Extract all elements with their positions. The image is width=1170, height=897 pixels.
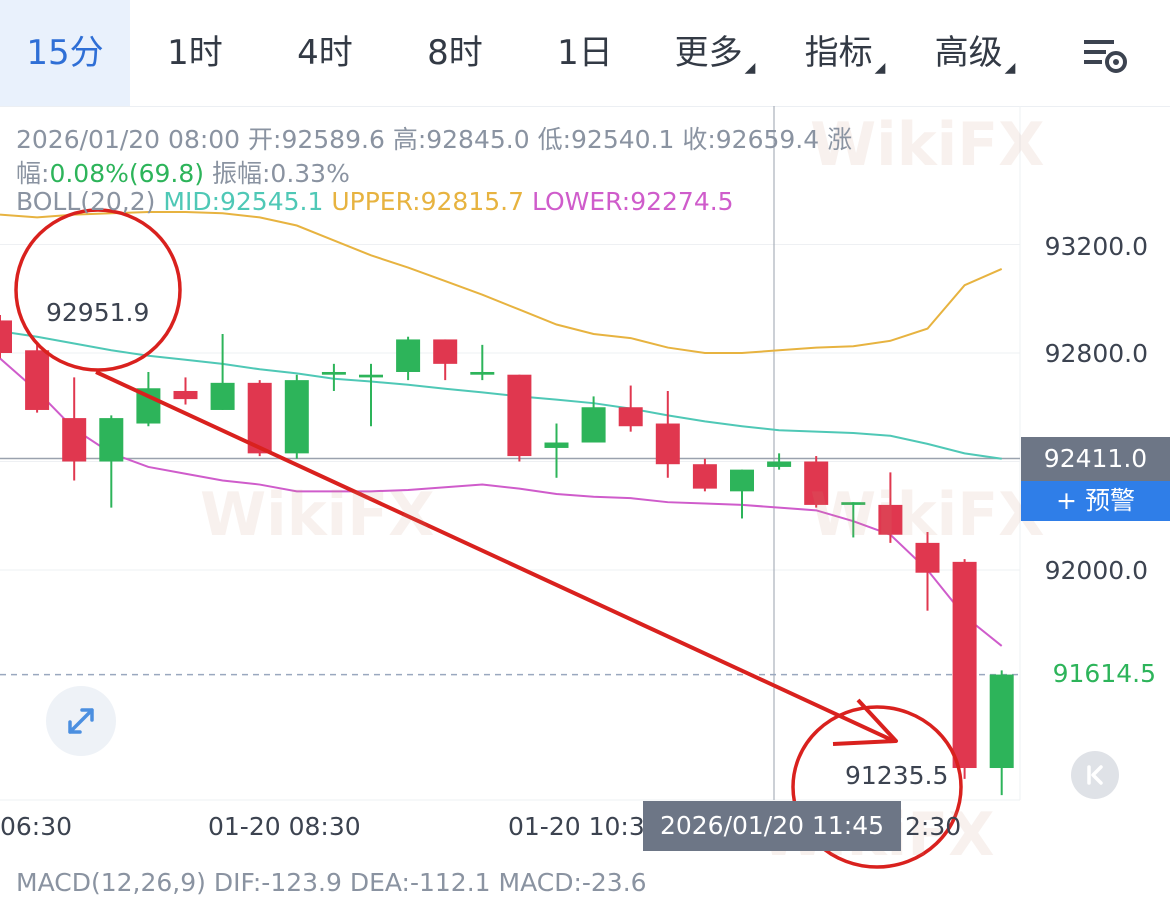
watermark: WikiFX (200, 480, 435, 550)
tab-label: 指标 (804, 33, 873, 73)
timeframe-tab-bar: 15分 1时 4时 8时 1日 更多 ◢ 指标 ◢ 高级 ◢ (0, 0, 1170, 107)
candle-up (841, 502, 866, 505)
high-marker-circle (14, 208, 182, 372)
chart-settings-icon[interactable] (1082, 36, 1128, 76)
dropdown-triangle-icon: ◢ (874, 60, 886, 76)
x-tick: 01-20 08:30 (208, 812, 361, 841)
candle-down (173, 390, 198, 400)
boll-upper-line (0, 210, 1003, 354)
tab-label: 15分 (26, 33, 104, 73)
candle-up (210, 382, 235, 410)
add-alert-button[interactable]: + 预警 (1021, 481, 1170, 521)
candle-up (99, 418, 124, 462)
watermark: WikiFX (810, 110, 1045, 180)
tab-label: 8时 (427, 33, 483, 73)
dropdown-triangle-icon: ◢ (744, 60, 756, 76)
candle-down (618, 407, 643, 427)
low-value: 低:92540.1 (537, 125, 675, 154)
candle-down (804, 461, 829, 505)
amplitude-value: 振幅:0.33% (211, 159, 350, 188)
trend-arrow-head (832, 698, 898, 746)
tab-8h[interactable]: 8时 (390, 0, 520, 106)
candle-down (507, 374, 532, 457)
trend-arrow-line (95, 370, 895, 743)
tab-1h[interactable]: 1时 (130, 0, 260, 106)
watermark: WikiFX (810, 480, 1045, 550)
candle-down (915, 542, 940, 573)
candle-up (989, 674, 1014, 769)
boll-lower: LOWER:92274.5 (531, 187, 734, 216)
tab-15m[interactable]: 15分 (0, 0, 130, 106)
low-marker-label: 91235.5 (845, 761, 949, 790)
candle-down (0, 320, 12, 353)
candle-down (433, 339, 458, 364)
tab-advanced[interactable]: 高级 ◢ (910, 0, 1040, 106)
candle-down (655, 423, 680, 465)
candle-down (62, 418, 87, 462)
crosshair-time-label: 2026/01/20 11:45 (643, 801, 901, 851)
x-tick: 06:30 (0, 812, 73, 841)
candle-up (284, 380, 309, 454)
tab-more[interactable]: 更多 ◢ (650, 0, 780, 106)
candle-down (878, 504, 903, 535)
candle-up (396, 339, 421, 372)
x-tick: 01-20 10:3 (508, 812, 645, 841)
candle-datetime: 2026/01/20 08:00 (16, 125, 241, 154)
y-tick: 92000.0 (1044, 556, 1148, 585)
candle-up (730, 469, 754, 492)
boll-lower-line (0, 357, 1003, 647)
macd-info-line: MACD(12,26,9) DIF:-123.9 DEA:-112.1 MACD… (16, 868, 647, 897)
expand-icon (68, 708, 94, 734)
boll-mid: MID:92545.1 (163, 187, 324, 216)
change-label: 幅: (16, 159, 50, 188)
x-tick: 2:30 (905, 812, 962, 841)
candle-up (581, 407, 606, 443)
tab-label: 1日 (557, 33, 613, 73)
change-value: 0.08%(69.8) (49, 159, 205, 188)
candle-down (247, 382, 272, 454)
candle-down (692, 464, 717, 489)
skip-back-icon (1087, 765, 1103, 785)
tab-label: 更多 (674, 33, 743, 73)
boll-mid-line (0, 330, 1002, 460)
y-tick: 93200.0 (1044, 232, 1148, 261)
boll-name: BOLL(20,2) (16, 187, 156, 216)
candle-up (321, 371, 346, 375)
ohlc-info-line: 2026/01/20 08:00 开:92589.6 高:92845.0 低:9… (16, 120, 852, 156)
boll-upper: UPPER:92815.7 (331, 187, 524, 216)
open-value: 开:92589.6 (248, 125, 385, 154)
candle-down (952, 561, 977, 769)
tab-4h[interactable]: 4时 (260, 0, 390, 106)
dropdown-triangle-icon: ◢ (1004, 60, 1016, 76)
close-value: 收:92659.4 (682, 125, 820, 154)
change-info-line: 幅:0.08%(69.8) 振幅:0.33% (16, 154, 350, 190)
candle-up (470, 371, 495, 375)
tab-label: 4时 (297, 33, 353, 73)
expand-chart-button[interactable] (46, 686, 116, 756)
boll-info-line: BOLL(20,2) MID:92545.1 UPPER:92815.7 LOW… (16, 187, 734, 216)
candle-up (544, 442, 569, 448)
tab-1d[interactable]: 1日 (520, 0, 650, 106)
low-marker-circle (791, 705, 963, 869)
current-price-label: 92411.0 (1021, 437, 1170, 481)
tab-indicators[interactable]: 指标 ◢ (780, 0, 910, 106)
last-price-label: 91614.5 (1052, 659, 1156, 688)
high-value: 高:92845.0 (392, 125, 530, 154)
high-marker-label: 92951.9 (46, 298, 150, 327)
candle-up (767, 461, 792, 467)
candle-up (359, 374, 383, 378)
scroll-to-latest-button[interactable] (1071, 751, 1119, 799)
tab-label: 1时 (167, 33, 223, 73)
tab-label: 高级 (934, 33, 1003, 73)
change-label: 涨 (827, 125, 853, 154)
y-tick: 92800.0 (1044, 339, 1148, 368)
candle-down (25, 350, 50, 410)
